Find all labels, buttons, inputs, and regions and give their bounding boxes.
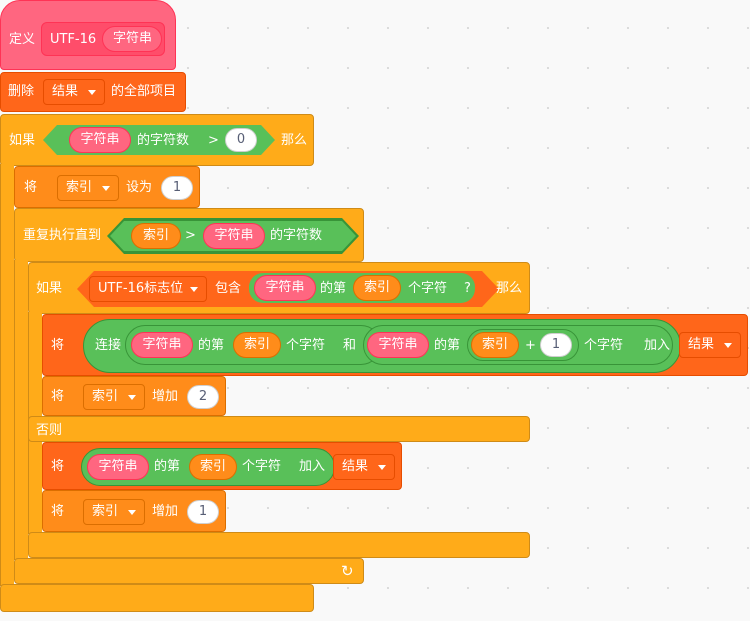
variable-dropdown[interactable]: 索引 — [83, 499, 145, 525]
list-dropdown[interactable]: 结果 — [43, 79, 105, 105]
number-input[interactable]: 2 — [187, 385, 219, 409]
length-label: 的字符数 — [270, 228, 323, 243]
gt-symbol: > — [185, 228, 196, 243]
change-variable-block[interactable]: 将 索引 增加 2 — [42, 376, 226, 416]
add-to-list-block[interactable]: 将 连接 字符串 的第 索引 个字符 和 字符串 的第 索引 + 1 个字符 加… — [42, 314, 748, 376]
define-label: 定义 — [9, 32, 36, 47]
join-label: 连接 — [95, 338, 122, 353]
variable-dropdown[interactable]: 索引 — [83, 384, 145, 410]
list-dropdown[interactable]: 结果 — [333, 454, 395, 480]
delete-label: 删除 — [8, 84, 35, 99]
nth-label: 的第 — [154, 459, 181, 474]
string-reporter[interactable]: 字符串 — [254, 275, 316, 301]
add-to-label: 加入 — [299, 459, 326, 474]
string-reporter[interactable]: 字符串 — [203, 223, 265, 249]
string-reporter[interactable]: 字符串 — [367, 332, 429, 358]
index-reporter[interactable]: 索引 — [233, 332, 281, 358]
repeat-until-block-top[interactable]: 重复执行直到 索引 > 字符串 的字符数 — [14, 208, 364, 262]
index-reporter[interactable]: 索引 — [471, 332, 519, 358]
delete-all-block[interactable]: 删除 结果 的全部项目 — [0, 72, 186, 112]
param-string-reporter[interactable]: 字符串 — [102, 26, 162, 52]
variable-dropdown[interactable]: 索引 — [57, 175, 119, 201]
contains-label: 包含 — [215, 281, 242, 296]
if-else-block-top[interactable]: 如果 UTF-16标志位 包含 字符串 的第 索引 个字符 ? 那么 — [28, 262, 530, 314]
index-reporter[interactable]: 索引 — [353, 275, 401, 301]
if-block-top[interactable]: 如果 字符串 的字符数 > 0 那么 — [0, 114, 314, 166]
if-arm — [0, 164, 14, 586]
change-label: 将 — [51, 389, 65, 404]
delete-suffix: 的全部项目 — [111, 84, 177, 99]
add-to-list-block[interactable]: 将 字符串 的第 索引 个字符 加入 结果 — [42, 442, 402, 490]
number-input[interactable]: 1 — [540, 333, 572, 357]
if-label: 如果 — [36, 281, 63, 296]
char-label: 个字符 — [286, 338, 326, 353]
change-by-label: 增加 — [152, 389, 179, 404]
else-label: 否则 — [36, 423, 63, 438]
number-input[interactable]: 0 — [225, 128, 257, 152]
else-block: 否则 — [28, 416, 530, 442]
then-label: 那么 — [496, 281, 523, 296]
repeat-until-label: 重复执行直到 — [23, 228, 102, 243]
char-label: 个字符 — [584, 338, 624, 353]
nth-label: 的第 — [198, 338, 225, 353]
change-variable-block[interactable]: 将 索引 增加 1 — [42, 490, 226, 532]
question-mark: ? — [464, 281, 471, 296]
nth-label: 的第 — [434, 338, 461, 353]
change-by-label: 增加 — [152, 504, 179, 519]
length-label: 的字符数 — [137, 133, 190, 148]
and-label: 和 — [343, 338, 357, 353]
define-name: UTF-16 — [50, 32, 97, 47]
gt-symbol: > — [208, 133, 219, 148]
string-reporter[interactable]: 字符串 — [131, 332, 193, 358]
char-label: 个字符 — [242, 459, 282, 474]
set-variable-block[interactable]: 将 索引 设为 1 — [14, 166, 200, 208]
change-label: 将 — [51, 504, 65, 519]
loop-arrow-icon: ↻ — [341, 562, 354, 580]
repeat-until-block-bottom: ↻ — [14, 558, 364, 584]
set-label: 将 — [24, 180, 38, 195]
nth-label: 的第 — [320, 281, 347, 296]
set-to-label: 设为 — [126, 180, 153, 195]
number-input[interactable]: 1 — [161, 176, 193, 200]
string-reporter[interactable]: 字符串 — [69, 127, 131, 153]
then-label: 那么 — [281, 133, 308, 148]
index-reporter[interactable]: 索引 — [131, 223, 181, 249]
define-hat-block[interactable]: 定义 UTF-16 字符串 — [0, 0, 176, 70]
list-dropdown[interactable]: 结果 — [679, 332, 741, 358]
add-label: 将 — [51, 459, 65, 474]
string-reporter[interactable]: 字符串 — [87, 454, 149, 480]
if-block-bottom — [0, 584, 314, 612]
number-input[interactable]: 1 — [187, 500, 219, 524]
index-reporter[interactable]: 索引 — [189, 454, 237, 480]
list-dropdown[interactable]: UTF-16标志位 — [89, 276, 207, 302]
if-label: 如果 — [9, 133, 36, 148]
add-label: 将 — [51, 338, 65, 353]
char-label: 个字符 — [408, 281, 448, 296]
plus-symbol: + — [525, 338, 536, 353]
repeat-arm — [14, 260, 28, 560]
if-else-block-bottom — [28, 532, 530, 558]
add-to-label: 加入 — [644, 338, 671, 353]
